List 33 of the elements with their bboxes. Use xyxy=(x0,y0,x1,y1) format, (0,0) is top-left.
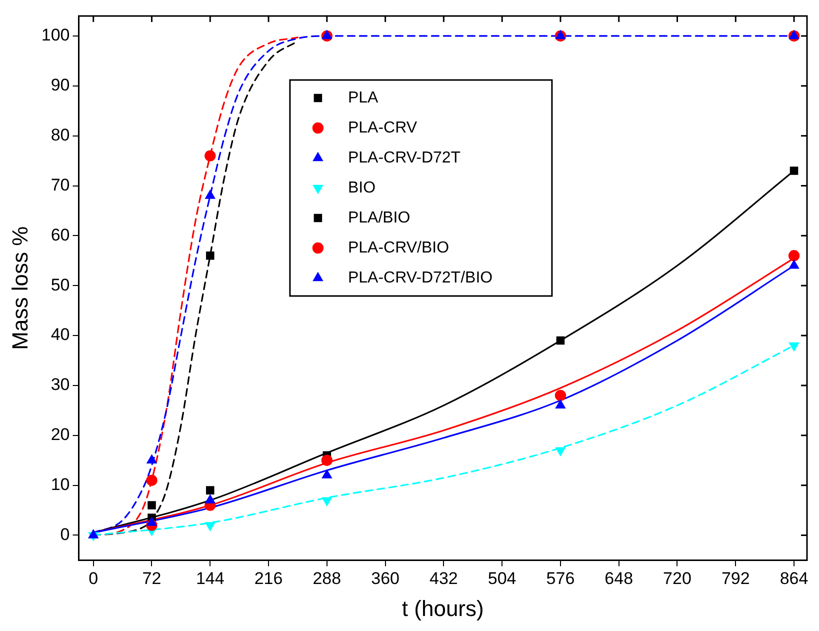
y-tick-label: 30 xyxy=(50,375,70,394)
x-tick-label: 576 xyxy=(546,569,575,588)
y-axis-title: Mass loss % xyxy=(7,226,32,350)
y-tick-label: 90 xyxy=(50,76,70,95)
x-tick-label: 0 xyxy=(88,569,98,588)
legend-label: PLA-CRV xyxy=(348,119,418,136)
x-tick-label: 144 xyxy=(196,569,224,588)
x-tick-label: 864 xyxy=(780,569,808,588)
x-tick-label: 648 xyxy=(604,569,634,588)
x-tick-label: 288 xyxy=(312,569,342,588)
legend-label: PLA-CRV-D72T xyxy=(348,149,461,166)
x-tick-label: 216 xyxy=(254,569,283,588)
x-tick-label: 504 xyxy=(488,569,516,588)
x-tick-label: 72 xyxy=(142,569,162,588)
y-tick-label: 80 xyxy=(50,126,70,145)
y-tick-label: 100 xyxy=(41,26,70,45)
y-tick-label: 20 xyxy=(50,425,70,444)
legend-label: PLA xyxy=(348,89,379,106)
y-tick-label: 10 xyxy=(50,475,70,494)
y-tick-label: 60 xyxy=(50,225,70,244)
y-tick-label: 70 xyxy=(50,175,70,194)
y-tick-label: 40 xyxy=(50,325,70,344)
x-tick-label: 720 xyxy=(663,569,692,588)
y-tick-label: 50 xyxy=(50,275,70,294)
legend-label: BIO xyxy=(348,179,376,196)
x-tick-label: 432 xyxy=(430,569,458,588)
x-tick-label: 792 xyxy=(721,569,750,588)
legend-label: PLA-CRV-D72T/BIO xyxy=(348,269,493,286)
x-tick-label: 360 xyxy=(371,569,400,588)
legend-label: PLA-CRV/BIO xyxy=(348,239,450,256)
legend-label: PLA/BIO xyxy=(348,209,410,226)
x-axis-title: t (hours) xyxy=(402,596,484,621)
y-tick-label: 0 xyxy=(60,524,70,544)
